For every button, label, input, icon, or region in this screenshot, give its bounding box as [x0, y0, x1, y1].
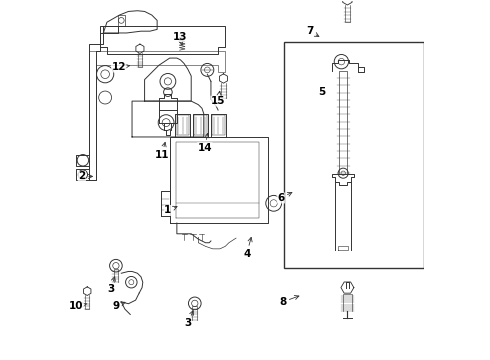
Text: 11: 11: [154, 142, 169, 160]
Text: 2: 2: [78, 171, 93, 181]
Text: 3: 3: [184, 311, 194, 328]
Text: 8: 8: [279, 296, 299, 307]
Text: 5: 5: [318, 87, 326, 97]
Text: 14: 14: [197, 134, 212, 153]
Text: 9: 9: [112, 301, 125, 311]
Bar: [285, 42, 424, 268]
Text: 13: 13: [172, 32, 187, 45]
Text: 12: 12: [112, 62, 129, 72]
Text: 7: 7: [306, 26, 319, 36]
Text: 10: 10: [69, 301, 87, 311]
Text: 6: 6: [277, 192, 292, 203]
Text: 1: 1: [164, 206, 177, 216]
Text: 4: 4: [243, 237, 252, 258]
Text: 15: 15: [211, 91, 225, 106]
Text: 3: 3: [107, 277, 115, 294]
